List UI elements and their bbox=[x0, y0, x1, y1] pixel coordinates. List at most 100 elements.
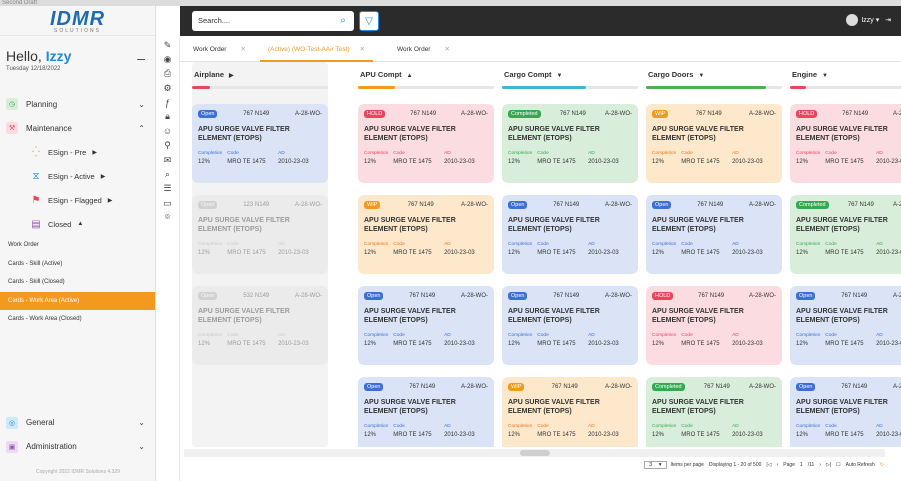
work-card[interactable]: WIP 767 N149 A-28-WO- APU SURGE VALVE FILTE… bbox=[646, 104, 782, 183]
sort-arrow-icon[interactable]: ▼ bbox=[822, 73, 828, 79]
page-number[interactable]: 1 bbox=[799, 462, 803, 468]
auto-refresh-checkbox[interactable]: ☐ bbox=[836, 462, 841, 468]
nav-cards-skill-active[interactable]: Cards - Skill (Active) bbox=[8, 260, 63, 267]
work-card[interactable]: Open 767 N149 A-28-WO- APU SURGE VALVE FILT… bbox=[358, 286, 494, 365]
nav-esign-flagged[interactable]: ⚑ ESign - Flagged ▶ bbox=[0, 188, 155, 212]
column-progress-bar bbox=[790, 86, 901, 89]
nav-esign-active[interactable]: ⧖ ESign - Active ▶ bbox=[0, 164, 155, 188]
search-user-icon[interactable]: ⌕ bbox=[164, 169, 171, 180]
work-card[interactable]: Open 767 N149 A-28-WO- APU SURGE VALVE FILT… bbox=[502, 286, 638, 365]
calendar-icon: ▤ bbox=[31, 218, 41, 230]
lock-icon[interactable]: 🔒︎ bbox=[165, 111, 170, 122]
close-icon[interactable]: ✕ bbox=[444, 46, 450, 53]
card-title: APU SURGE VALVE FILTER ELEMENT (ETOPS) bbox=[796, 217, 888, 233]
column-title: Airplane bbox=[194, 70, 225, 79]
work-card[interactable]: Completed 767 N149 A-28-WO- APU SURGE VALVE… bbox=[502, 104, 638, 183]
code-label: Code bbox=[227, 333, 239, 338]
card-header: HOLD 767 N149 A-28-WO- bbox=[796, 110, 901, 118]
nav-cards-skill-closed[interactable]: Cards - Skill (Closed) bbox=[8, 279, 65, 286]
work-card[interactable]: HOLD 767 N149 A-28-WO- APU SURGE VALVE FILT… bbox=[358, 104, 494, 183]
nav-work-order[interactable]: Work Order bbox=[8, 242, 39, 249]
nav-cards-work-area-closed[interactable]: Cards - Work Area (Closed) bbox=[8, 316, 82, 323]
column-header[interactable]: APU Compt ▲ bbox=[358, 62, 494, 86]
pin-icon[interactable]: ⚲ bbox=[164, 140, 171, 151]
column-header[interactable]: Cargo Doors ▼ bbox=[646, 62, 782, 86]
work-card[interactable]: WIP 767 N149 A-28-WO- APU SURGE VALVE FILTE… bbox=[502, 377, 638, 447]
card-labels: Completion Code AD bbox=[198, 333, 322, 338]
sort-arrow-icon[interactable]: ▲ bbox=[406, 73, 413, 79]
work-card[interactable]: Open 767 N149 A-28-WO- APU SURGE VALVE FILT… bbox=[646, 195, 782, 274]
page-size-select[interactable]: 3 ▾ bbox=[644, 461, 667, 469]
work-card[interactable]: HOLD 767 N149 A-28-WO- APU SURGE VALVE FILT… bbox=[790, 104, 901, 183]
collapse-sidebar-button[interactable]: – bbox=[137, 50, 145, 66]
column-header[interactable]: Cargo Compt ▼ bbox=[502, 62, 638, 86]
close-icon[interactable]: ✕ bbox=[240, 46, 246, 53]
completion-value: 12% bbox=[198, 341, 211, 347]
nav-esign-pre[interactable]: ⁛ ESign - Pre ▶ bbox=[0, 140, 155, 164]
nav-cards-work-area-active[interactable]: Cards - Work Area (Active) bbox=[0, 291, 155, 310]
scroll-thumb[interactable] bbox=[520, 450, 550, 456]
nav-general[interactable]: ◎ General ⌄ bbox=[0, 411, 155, 435]
eye-icon[interactable]: ◉ bbox=[163, 53, 172, 64]
work-card[interactable]: Open 767 N149 A-28-WO- APU SURGE VALVE FILT… bbox=[192, 104, 328, 183]
work-card[interactable]: Completed 767 N149 A-28-WO- APU SURGE VALVE… bbox=[790, 195, 901, 274]
sort-arrow-icon[interactable]: ▶ bbox=[229, 73, 234, 79]
code-label: Code bbox=[681, 242, 693, 247]
logout-icon[interactable]: ⇥ bbox=[885, 17, 891, 24]
work-card[interactable]: Open 767 N149 A-28-WO- APU SURGE VALVE FILT… bbox=[502, 195, 638, 274]
column-header[interactable]: Airplane ▶ bbox=[192, 62, 328, 86]
sort-arrow-icon[interactable]: ▼ bbox=[698, 73, 705, 79]
code-label: Code bbox=[393, 424, 405, 429]
edit-icon[interactable]: ✎ bbox=[163, 39, 172, 50]
next-page-icon[interactable]: › bbox=[819, 462, 821, 468]
nav-planning[interactable]: ◷ Planning ⌄ bbox=[0, 92, 155, 116]
function-icon[interactable]: ƒ bbox=[164, 97, 170, 108]
nav-maintenance[interactable]: ⚒ Maintenance ⌃ bbox=[0, 116, 155, 140]
user-menu[interactable]: Izzy ▾ ⇥ bbox=[846, 14, 891, 26]
card-title: APU SURGE VALVE FILTER ELEMENT (ETOPS) bbox=[508, 308, 600, 324]
first-page-icon[interactable]: |◁ bbox=[766, 462, 772, 468]
completion-label: Completion bbox=[198, 151, 223, 156]
filter-button[interactable]: ▽ bbox=[359, 11, 379, 31]
nav-closed[interactable]: ▤ Closed ▲ bbox=[0, 212, 155, 236]
print-icon[interactable]: ⎙ bbox=[163, 68, 172, 79]
list-icon[interactable]: ☰ bbox=[163, 183, 172, 194]
close-icon[interactable]: ✕ bbox=[359, 46, 365, 53]
card-title: APU SURGE VALVE FILTER ELEMENT (ETOPS) bbox=[364, 399, 456, 415]
mail-icon[interactable]: ✉ bbox=[163, 154, 172, 165]
work-card[interactable]: Open 767 N149 A-28-WO- APU SURGE VALVE FILT… bbox=[790, 377, 901, 447]
search-input[interactable]: Search.... ⌕ bbox=[192, 11, 354, 31]
work-card[interactable]: Open 767 N149 A-28-WO- APU SURGE VALVE FILT… bbox=[790, 286, 901, 365]
sort-arrow-icon[interactable]: ▼ bbox=[556, 73, 563, 79]
work-card[interactable]: Open 123 N149 A-28-WO- APU SURGE VALVE FILT… bbox=[192, 195, 328, 274]
completion-value: 12% bbox=[508, 432, 521, 438]
tab-active-wo[interactable]: (Active) (WO-Test-AAir Test) ✕ bbox=[260, 38, 373, 62]
column-header[interactable]: Engine ▼ bbox=[790, 62, 901, 86]
nav-administration[interactable]: ▣ Administration ⌄ bbox=[0, 435, 155, 459]
work-card[interactable]: HOLD 767 N149 A-28-WO- APU SURGE VALVE FILT… bbox=[646, 286, 782, 365]
work-card[interactable]: Open 767 N149 A-28-WO- APU SURGE VALVE FILT… bbox=[358, 377, 494, 447]
card-qty: 767 N149 bbox=[551, 384, 578, 390]
card-title: APU SURGE VALVE FILTER ELEMENT (ETOPS) bbox=[198, 217, 290, 233]
work-card[interactable]: Completed 767 N149 A-28-WO- APU SURGE VALVE… bbox=[646, 377, 782, 447]
gear-icon[interactable]: ⚙ bbox=[163, 82, 172, 93]
horizontal-scrollbar[interactable] bbox=[184, 449, 885, 457]
tab-work-order[interactable]: Work Order ✕ bbox=[185, 38, 254, 62]
work-card[interactable]: WIP 767 N149 A-28-WO- APU SURGE VALVE FILTE… bbox=[358, 195, 494, 274]
refresh-icon[interactable]: ↻ bbox=[879, 462, 884, 468]
window-icon[interactable]: ▭ bbox=[163, 197, 172, 208]
code-value: MRO TE 1475 bbox=[681, 341, 720, 347]
prev-page-icon[interactable]: ‹ bbox=[776, 462, 779, 468]
search-icon[interactable]: ⌕ bbox=[340, 15, 346, 26]
user-icon[interactable]: ☺ bbox=[162, 126, 173, 137]
card-header: WIP 767 N149 A-28-WO- bbox=[364, 201, 488, 209]
page-label: Page bbox=[783, 462, 795, 468]
last-page-icon[interactable]: ▷| bbox=[825, 462, 832, 468]
tab-work-order-2[interactable]: Work Order ✕ bbox=[389, 38, 458, 62]
code-value: MRO TE 1475 bbox=[227, 250, 266, 256]
card-labels: Completion Code AD bbox=[652, 151, 776, 156]
work-card[interactable]: Open 532 N149 A-28-WO- APU SURGE VALVE FILT… bbox=[192, 286, 328, 365]
card-values: 12% MRO TE 1475 2010-23-03 bbox=[652, 250, 776, 256]
status-badge: Open bbox=[652, 201, 672, 209]
location-icon[interactable]: ⌾ bbox=[164, 212, 171, 223]
